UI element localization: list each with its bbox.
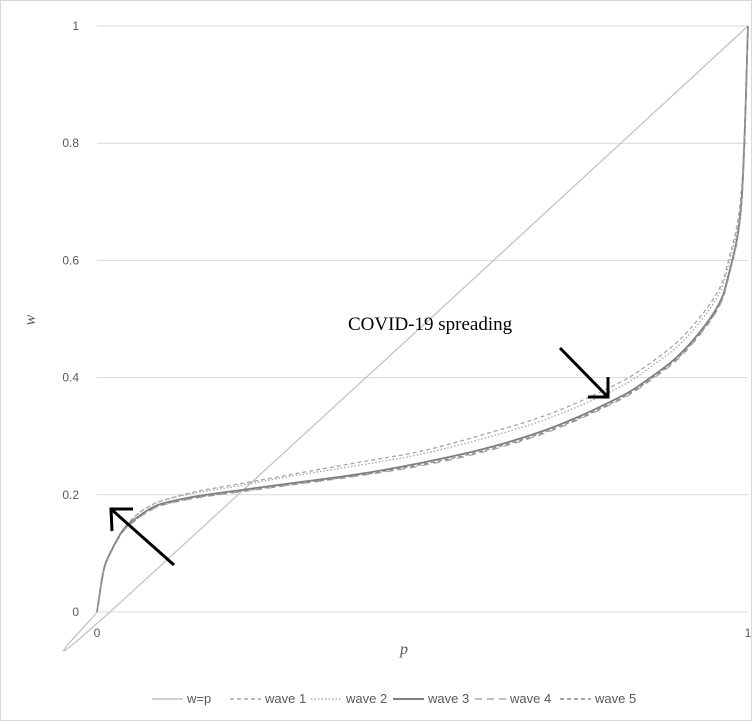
x-tick-label: 1: [745, 626, 752, 640]
legend: w=p wave 1 wave 2 wave 3 wave 4 wave 5: [152, 691, 636, 706]
x-tick-label: 0: [94, 626, 101, 640]
arrow-right-shaft: [558, 346, 610, 399]
arrow-right-head: [588, 377, 610, 399]
legend-label-2: wave 2: [345, 691, 387, 706]
y-tick-label: 0.6: [62, 253, 79, 267]
y-tick-label: 0.2: [62, 488, 79, 502]
series-line-3: [96, 25, 749, 613]
legend-label-0: w=p: [186, 691, 211, 706]
legend-label-5: wave 5: [594, 691, 636, 706]
legend-label-3: wave 3: [427, 691, 469, 706]
series-line-0: [63, 25, 749, 652]
legend-label-4: wave 4: [509, 691, 551, 706]
series-lines: [63, 25, 749, 652]
series-line-2: [96, 25, 749, 613]
annotation-covid-spreading: COVID-19 spreading: [348, 314, 513, 335]
y-axis-title: w: [22, 314, 39, 325]
legend-label-1: wave 1: [264, 691, 306, 706]
arrow-left-shaft: [110, 507, 175, 567]
y-tick-label: 0: [72, 605, 79, 619]
arrow-right: [558, 346, 610, 399]
x-axis-title: p: [399, 641, 408, 658]
arrow-left: [109, 507, 175, 567]
y-tick-label: 1: [72, 19, 79, 33]
arrow-left-head: [109, 507, 133, 532]
tick-labels: 0 0.2 0.4 0.6 0.8 1 0 1: [62, 19, 751, 640]
y-tick-label: 0.8: [62, 136, 79, 150]
y-tick-label: 0.4: [62, 371, 79, 385]
